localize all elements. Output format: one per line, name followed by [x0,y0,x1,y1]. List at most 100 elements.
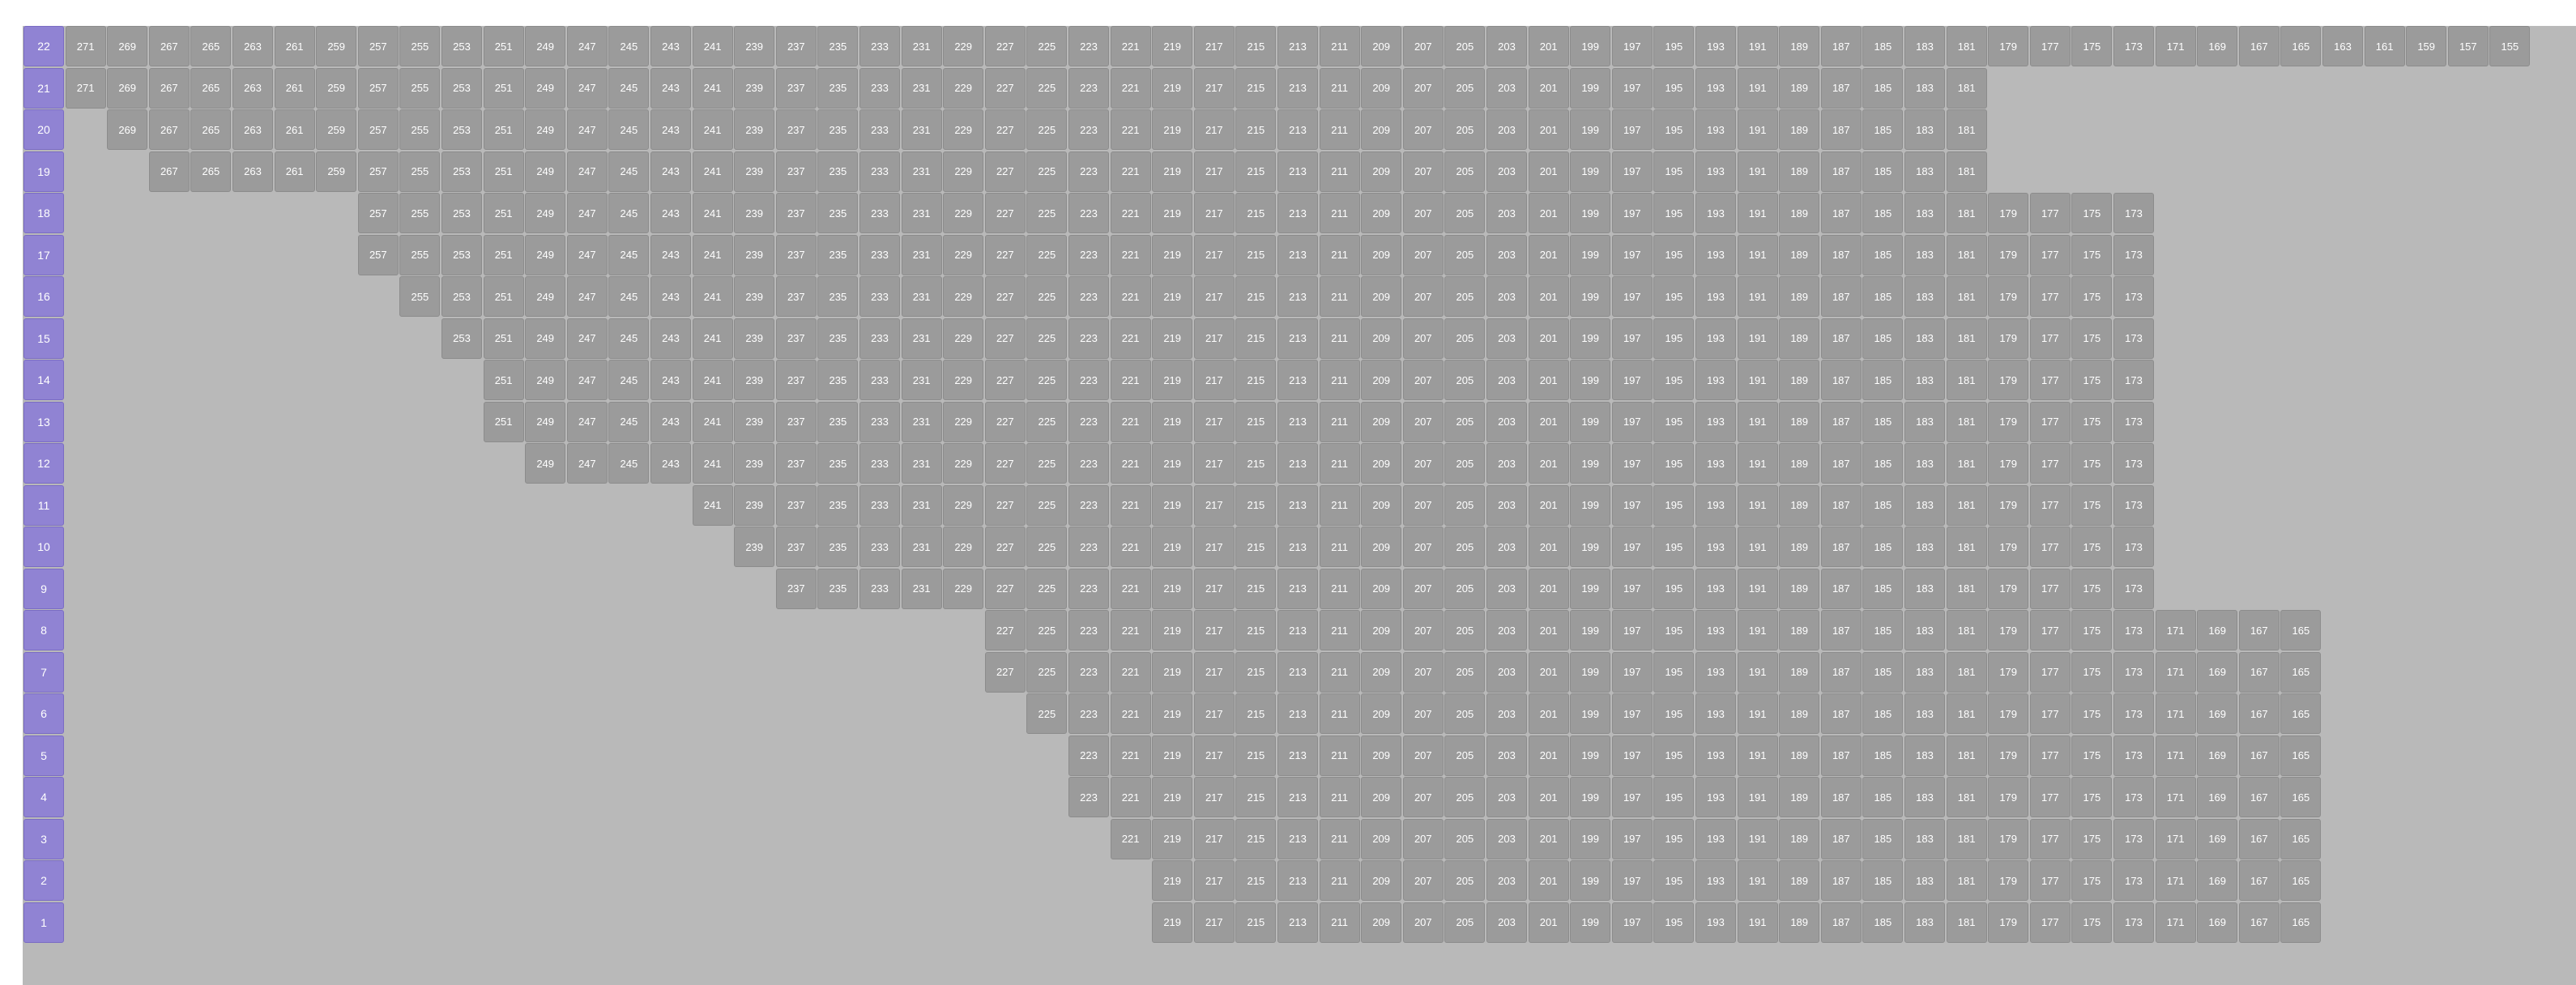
seat[interactable]: 185 [1862,109,1904,150]
seat[interactable]: 255 [399,67,441,109]
seat[interactable]: 211 [1319,360,1360,400]
seat[interactable]: 263 [232,151,273,192]
seat[interactable]: 173 [2113,26,2154,66]
seat[interactable]: 225 [1026,568,1068,609]
seat[interactable]: 201 [1528,360,1569,400]
seat[interactable]: 191 [1737,484,1778,526]
seat[interactable]: 231 [901,109,942,150]
seat[interactable]: 217 [1193,527,1235,567]
seat[interactable]: 247 [566,26,608,66]
seat[interactable]: 201 [1528,193,1569,233]
seat[interactable]: 223 [1068,67,1109,109]
seat[interactable]: 203 [1486,109,1527,150]
seat[interactable]: 181 [1946,443,1987,484]
seat[interactable]: 173 [2113,484,2154,526]
seat[interactable]: 241 [692,360,733,400]
seat[interactable]: 203 [1486,151,1527,192]
seat[interactable]: 195 [1653,193,1695,233]
seat[interactable]: 203 [1486,26,1527,66]
seat[interactable]: 173 [2113,651,2154,693]
seat[interactable]: 181 [1946,527,1987,567]
seat[interactable]: 175 [2071,484,2113,526]
seat[interactable]: 221 [1110,276,1151,317]
seat[interactable]: 217 [1193,26,1235,66]
seat[interactable]: 207 [1402,193,1444,233]
seat[interactable]: 183 [1904,443,1945,484]
seat[interactable]: 175 [2071,568,2113,609]
seat[interactable]: 187 [1820,777,1862,817]
seat[interactable]: 189 [1779,151,1820,192]
seat[interactable]: 237 [775,26,817,66]
seat[interactable]: 209 [1361,527,1402,567]
seat[interactable]: 195 [1653,67,1695,109]
seat[interactable]: 225 [1026,360,1068,400]
seat[interactable]: 255 [399,276,441,317]
seat[interactable]: 197 [1611,527,1653,567]
seat[interactable]: 257 [357,67,399,109]
seat[interactable]: 223 [1068,735,1109,776]
seat[interactable]: 239 [734,26,775,66]
seat[interactable]: 199 [1570,568,1611,609]
seat[interactable]: 207 [1402,651,1444,693]
seat[interactable]: 173 [2113,693,2154,734]
seat[interactable]: 179 [1988,484,2029,526]
seat[interactable]: 219 [1152,902,1193,943]
seat[interactable]: 203 [1486,860,1527,901]
seat[interactable]: 191 [1737,360,1778,400]
seat[interactable]: 165 [2280,860,2322,901]
seat[interactable]: 195 [1653,568,1695,609]
seat[interactable]: 197 [1611,443,1653,484]
seat[interactable]: 187 [1820,735,1862,776]
seat[interactable]: 217 [1193,443,1235,484]
seat[interactable]: 245 [608,109,650,150]
seat[interactable]: 221 [1110,651,1151,693]
seat[interactable]: 187 [1820,234,1862,275]
seat[interactable]: 219 [1152,651,1193,693]
seat[interactable]: 223 [1068,527,1109,567]
seat[interactable]: 251 [483,67,524,109]
seat[interactable]: 205 [1444,818,1486,859]
seat[interactable]: 233 [859,527,900,567]
seat[interactable]: 181 [1946,276,1987,317]
seat[interactable]: 209 [1361,568,1402,609]
seat[interactable]: 173 [2113,318,2154,359]
seat[interactable]: 187 [1820,443,1862,484]
seat[interactable]: 173 [2113,234,2154,275]
seat[interactable]: 197 [1611,902,1653,943]
seat[interactable]: 187 [1820,610,1862,650]
seat[interactable]: 263 [232,67,273,109]
seat[interactable]: 217 [1193,568,1235,609]
seat[interactable]: 221 [1110,568,1151,609]
seat[interactable]: 183 [1904,26,1945,66]
seat[interactable]: 209 [1361,610,1402,650]
seat[interactable]: 197 [1611,777,1653,817]
seat[interactable]: 235 [817,26,859,66]
seat[interactable]: 247 [566,67,608,109]
seat[interactable]: 229 [943,401,984,442]
seat[interactable]: 199 [1570,276,1611,317]
seat[interactable]: 211 [1319,67,1360,109]
seat[interactable]: 183 [1904,276,1945,317]
seat[interactable]: 213 [1277,109,1318,150]
seat[interactable]: 217 [1193,401,1235,442]
seat[interactable]: 195 [1653,276,1695,317]
seat[interactable]: 171 [2155,651,2196,693]
seat[interactable]: 247 [566,360,608,400]
seat[interactable]: 193 [1695,276,1736,317]
seat[interactable]: 205 [1444,401,1486,442]
seat[interactable]: 181 [1946,735,1987,776]
seat[interactable]: 241 [692,318,733,359]
seat[interactable]: 211 [1319,610,1360,650]
seat[interactable]: 251 [483,234,524,275]
seat[interactable]: 221 [1110,26,1151,66]
seat[interactable]: 235 [817,318,859,359]
seat[interactable]: 237 [775,360,817,400]
seat[interactable]: 179 [1988,735,2029,776]
seat[interactable]: 223 [1068,484,1109,526]
seat[interactable]: 247 [566,234,608,275]
seat[interactable]: 201 [1528,568,1569,609]
seat[interactable]: 233 [859,360,900,400]
seat[interactable]: 215 [1235,818,1277,859]
seat[interactable]: 213 [1277,193,1318,233]
seat[interactable]: 245 [608,276,650,317]
